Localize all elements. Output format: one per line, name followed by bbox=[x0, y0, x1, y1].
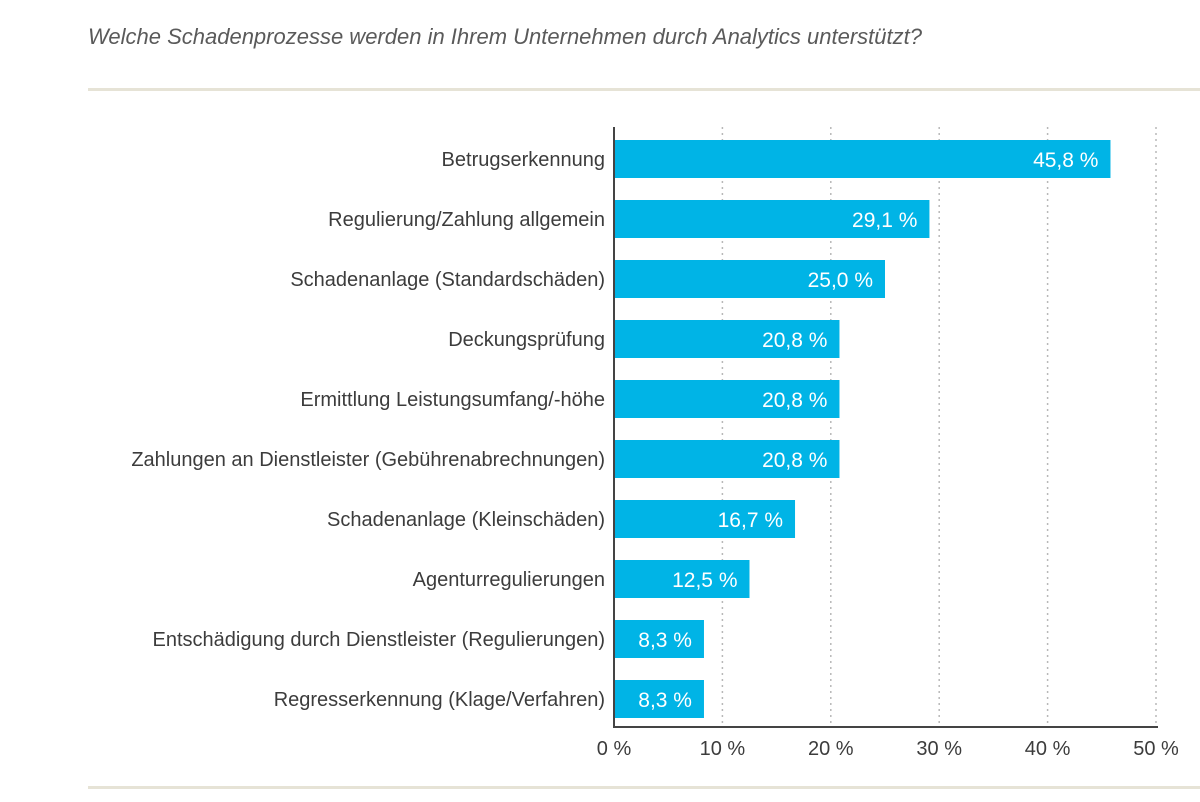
gridlines bbox=[721, 127, 1157, 727]
value-label-8: 12,5 % bbox=[672, 569, 737, 592]
bar-5 bbox=[614, 380, 840, 418]
x-tick-label-50: 50 % bbox=[1133, 738, 1179, 760]
value-label-2: 29,1 % bbox=[852, 209, 917, 232]
category-label-2: Regulierung/Zahlung allgemein bbox=[328, 209, 605, 231]
category-label-5: Ermittlung Leistungsumfang/-höhe bbox=[300, 389, 605, 411]
value-label-3: 25,0 % bbox=[808, 269, 873, 292]
category-label-3: Schadenanlage (Standardschäden) bbox=[290, 269, 605, 291]
axes bbox=[613, 127, 1158, 728]
value-label-1: 45,8 % bbox=[1033, 149, 1098, 172]
labels: Betrugserkennung 45,8 % Regulierung/Zahlun… bbox=[131, 149, 1179, 760]
category-label-1: Betrugserkennung bbox=[442, 149, 605, 171]
x-tick-label-0: 0 % bbox=[597, 738, 632, 760]
category-label-8: Agenturregulierungen bbox=[413, 569, 605, 591]
category-label-10: Regresserkennung (Klage/Verfahren) bbox=[274, 689, 605, 711]
value-label-9: 8,3 % bbox=[638, 629, 692, 652]
x-tick-label-20: 20 % bbox=[808, 738, 854, 760]
x-tick-label-40: 40 % bbox=[1025, 738, 1071, 760]
value-label-10: 8,3 % bbox=[638, 689, 692, 712]
category-label-7: Schadenanlage (Kleinschäden) bbox=[327, 509, 605, 531]
bottom-divider bbox=[88, 786, 1200, 789]
bar-4 bbox=[614, 320, 840, 358]
chart-title: Welche Schadenprozesse werden in Ihrem U… bbox=[88, 24, 922, 49]
bar-8 bbox=[614, 560, 750, 598]
category-label-6: Zahlungen an Dienstleister (Gebührenabre… bbox=[131, 449, 605, 471]
bar-2 bbox=[614, 200, 930, 238]
x-tick-label-30: 30 % bbox=[916, 738, 962, 760]
bar-6 bbox=[614, 440, 840, 478]
bars bbox=[614, 140, 1111, 718]
category-label-4: Deckungsprüfung bbox=[448, 329, 605, 351]
value-label-6: 20,8 % bbox=[762, 449, 827, 472]
bar-1 bbox=[614, 140, 1111, 178]
category-label-9: Entschädigung durch Dienstleister (Regul… bbox=[153, 629, 605, 651]
bar-3 bbox=[614, 260, 885, 298]
bar-7 bbox=[614, 500, 796, 538]
value-label-5: 20,8 % bbox=[762, 389, 827, 412]
value-label-4: 20,8 % bbox=[762, 329, 827, 352]
value-label-7: 16,7 % bbox=[718, 509, 783, 532]
x-tick-label-10: 10 % bbox=[700, 738, 746, 760]
top-divider bbox=[88, 88, 1200, 91]
bar-9 bbox=[614, 620, 704, 658]
bar-10 bbox=[614, 680, 704, 718]
